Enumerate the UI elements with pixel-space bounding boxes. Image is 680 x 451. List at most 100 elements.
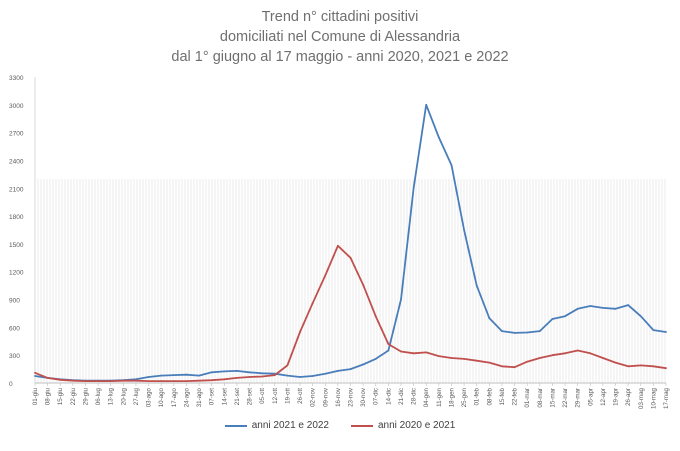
data-point-series-1 bbox=[387, 349, 390, 352]
data-point-series-1 bbox=[400, 298, 402, 301]
x-tick-label: 14-set bbox=[221, 388, 228, 405]
data-point-series-2 bbox=[286, 364, 289, 367]
data-point-series-2 bbox=[400, 350, 402, 353]
x-tick-label: 22-giu bbox=[70, 387, 77, 405]
x-tick-label: 31-ago bbox=[196, 387, 203, 407]
data-point-series-1 bbox=[349, 368, 352, 370]
data-point-series-2 bbox=[59, 378, 62, 381]
data-point-series-1 bbox=[437, 136, 440, 139]
data-point-series-1 bbox=[627, 304, 630, 307]
x-tick-label: 19-apr bbox=[613, 388, 620, 406]
data-point-series-2 bbox=[450, 357, 453, 359]
data-point-series-2 bbox=[602, 357, 604, 359]
data-point-series-2 bbox=[564, 352, 566, 355]
x-tick-label: 16-nov bbox=[335, 387, 342, 407]
data-point-series-2 bbox=[273, 374, 276, 377]
x-tick-label: 15-feb bbox=[499, 387, 506, 405]
x-tick-label: 28-set bbox=[247, 388, 254, 405]
data-point-series-1 bbox=[526, 331, 529, 334]
data-point-series-1 bbox=[172, 374, 175, 377]
data-point-series-1 bbox=[185, 373, 188, 376]
x-tick-label: 01-mar bbox=[524, 388, 531, 408]
data-point-series-1 bbox=[551, 318, 554, 320]
data-point-series-2 bbox=[84, 380, 87, 383]
data-point-series-2 bbox=[665, 367, 667, 370]
legend-item-series-2: anni 2020 e 2021 bbox=[351, 420, 455, 431]
data-point-series-2 bbox=[652, 365, 655, 368]
data-point-series-2 bbox=[324, 274, 327, 277]
x-tick-label: 07-set bbox=[209, 388, 216, 405]
data-point-series-2 bbox=[425, 351, 428, 354]
x-tick-label: 04-gen bbox=[423, 387, 430, 407]
data-point-series-2 bbox=[501, 365, 503, 368]
data-point-series-2 bbox=[349, 256, 352, 259]
data-point-series-1 bbox=[665, 331, 667, 333]
data-point-series-2 bbox=[627, 365, 630, 368]
data-point-series-2 bbox=[551, 354, 554, 357]
data-point-series-1 bbox=[311, 375, 314, 377]
x-tick-label: 12-ott bbox=[272, 388, 279, 404]
data-point-series-2 bbox=[185, 380, 188, 383]
y-tick-label: 1200 bbox=[9, 270, 24, 277]
data-point-series-2 bbox=[513, 366, 516, 369]
chart-title-line-2: domiciliati nel Comune di Alessandria bbox=[219, 29, 461, 45]
data-point-series-1 bbox=[198, 374, 200, 377]
x-tick-label: 15-mar bbox=[549, 388, 556, 408]
data-point-series-2 bbox=[147, 380, 150, 383]
data-point-series-1 bbox=[248, 371, 251, 374]
x-tick-label: 23-nov bbox=[348, 387, 355, 407]
data-point-series-2 bbox=[387, 343, 390, 345]
data-point-series-1 bbox=[425, 103, 428, 106]
data-point-series-2 bbox=[412, 352, 415, 355]
data-point-series-1 bbox=[135, 378, 137, 381]
x-tick-label: 25-gen bbox=[461, 387, 468, 407]
data-point-series-1 bbox=[160, 374, 163, 377]
x-tick-label: 03-ago bbox=[146, 387, 153, 407]
y-tick-label: 600 bbox=[9, 325, 20, 332]
data-point-series-1 bbox=[299, 376, 301, 378]
data-point-series-1 bbox=[501, 330, 503, 332]
x-tick-label: 05-apr bbox=[587, 388, 594, 406]
data-point-series-1 bbox=[488, 317, 491, 319]
x-tick-label: 11-gen bbox=[436, 387, 443, 406]
data-point-series-1 bbox=[463, 229, 465, 231]
data-point-series-2 bbox=[336, 244, 339, 247]
data-point-series-2 bbox=[210, 379, 213, 382]
data-point-series-2 bbox=[463, 357, 465, 360]
data-point-series-2 bbox=[172, 380, 175, 383]
x-tick-label: 30-nov bbox=[360, 387, 367, 407]
y-tick-label: 0 bbox=[9, 381, 13, 388]
x-tick-label: 18-gen bbox=[448, 387, 455, 407]
data-point-series-1 bbox=[336, 370, 339, 372]
x-tick-label: 26-apr bbox=[625, 388, 632, 406]
y-tick-label: 3000 bbox=[9, 103, 24, 110]
data-point-series-2 bbox=[160, 380, 163, 383]
data-point-series-1 bbox=[614, 307, 617, 310]
legend-swatch-series-1 bbox=[224, 424, 247, 427]
data-point-series-2 bbox=[299, 331, 301, 333]
data-point-series-2 bbox=[71, 379, 74, 382]
data-point-series-1 bbox=[412, 187, 415, 190]
data-point-series-1 bbox=[147, 376, 150, 378]
x-tick-label: 01-feb bbox=[474, 387, 481, 405]
x-tick-label: 21-dic bbox=[398, 388, 405, 405]
legend: anni 2021 e 2022 anni 2020 e 2021 bbox=[0, 420, 680, 431]
data-point-series-2 bbox=[362, 283, 365, 286]
data-point-series-2 bbox=[589, 352, 592, 355]
chart-title-line-1: Trend n° cittadini positivi bbox=[261, 9, 419, 25]
data-point-series-1 bbox=[576, 307, 579, 310]
data-point-series-2 bbox=[614, 361, 617, 364]
data-point-series-2 bbox=[109, 380, 112, 383]
data-point-series-2 bbox=[475, 359, 478, 362]
legend-item-series-1: anni 2021 e 2022 bbox=[224, 420, 329, 431]
x-tick-label: 29-giu bbox=[82, 387, 89, 405]
data-point-series-1 bbox=[602, 306, 604, 309]
data-point-series-2 bbox=[198, 379, 200, 382]
chart-title-line-3: dal 1° giugno al 17 maggio - anni 2020, … bbox=[171, 49, 509, 65]
y-tick-label: 3300 bbox=[9, 75, 24, 82]
x-tick-label: 08-mar bbox=[537, 388, 544, 408]
y-tick-label: 900 bbox=[9, 298, 20, 305]
x-tick-label: 17-mag bbox=[663, 387, 670, 409]
data-point-series-1 bbox=[450, 164, 453, 166]
